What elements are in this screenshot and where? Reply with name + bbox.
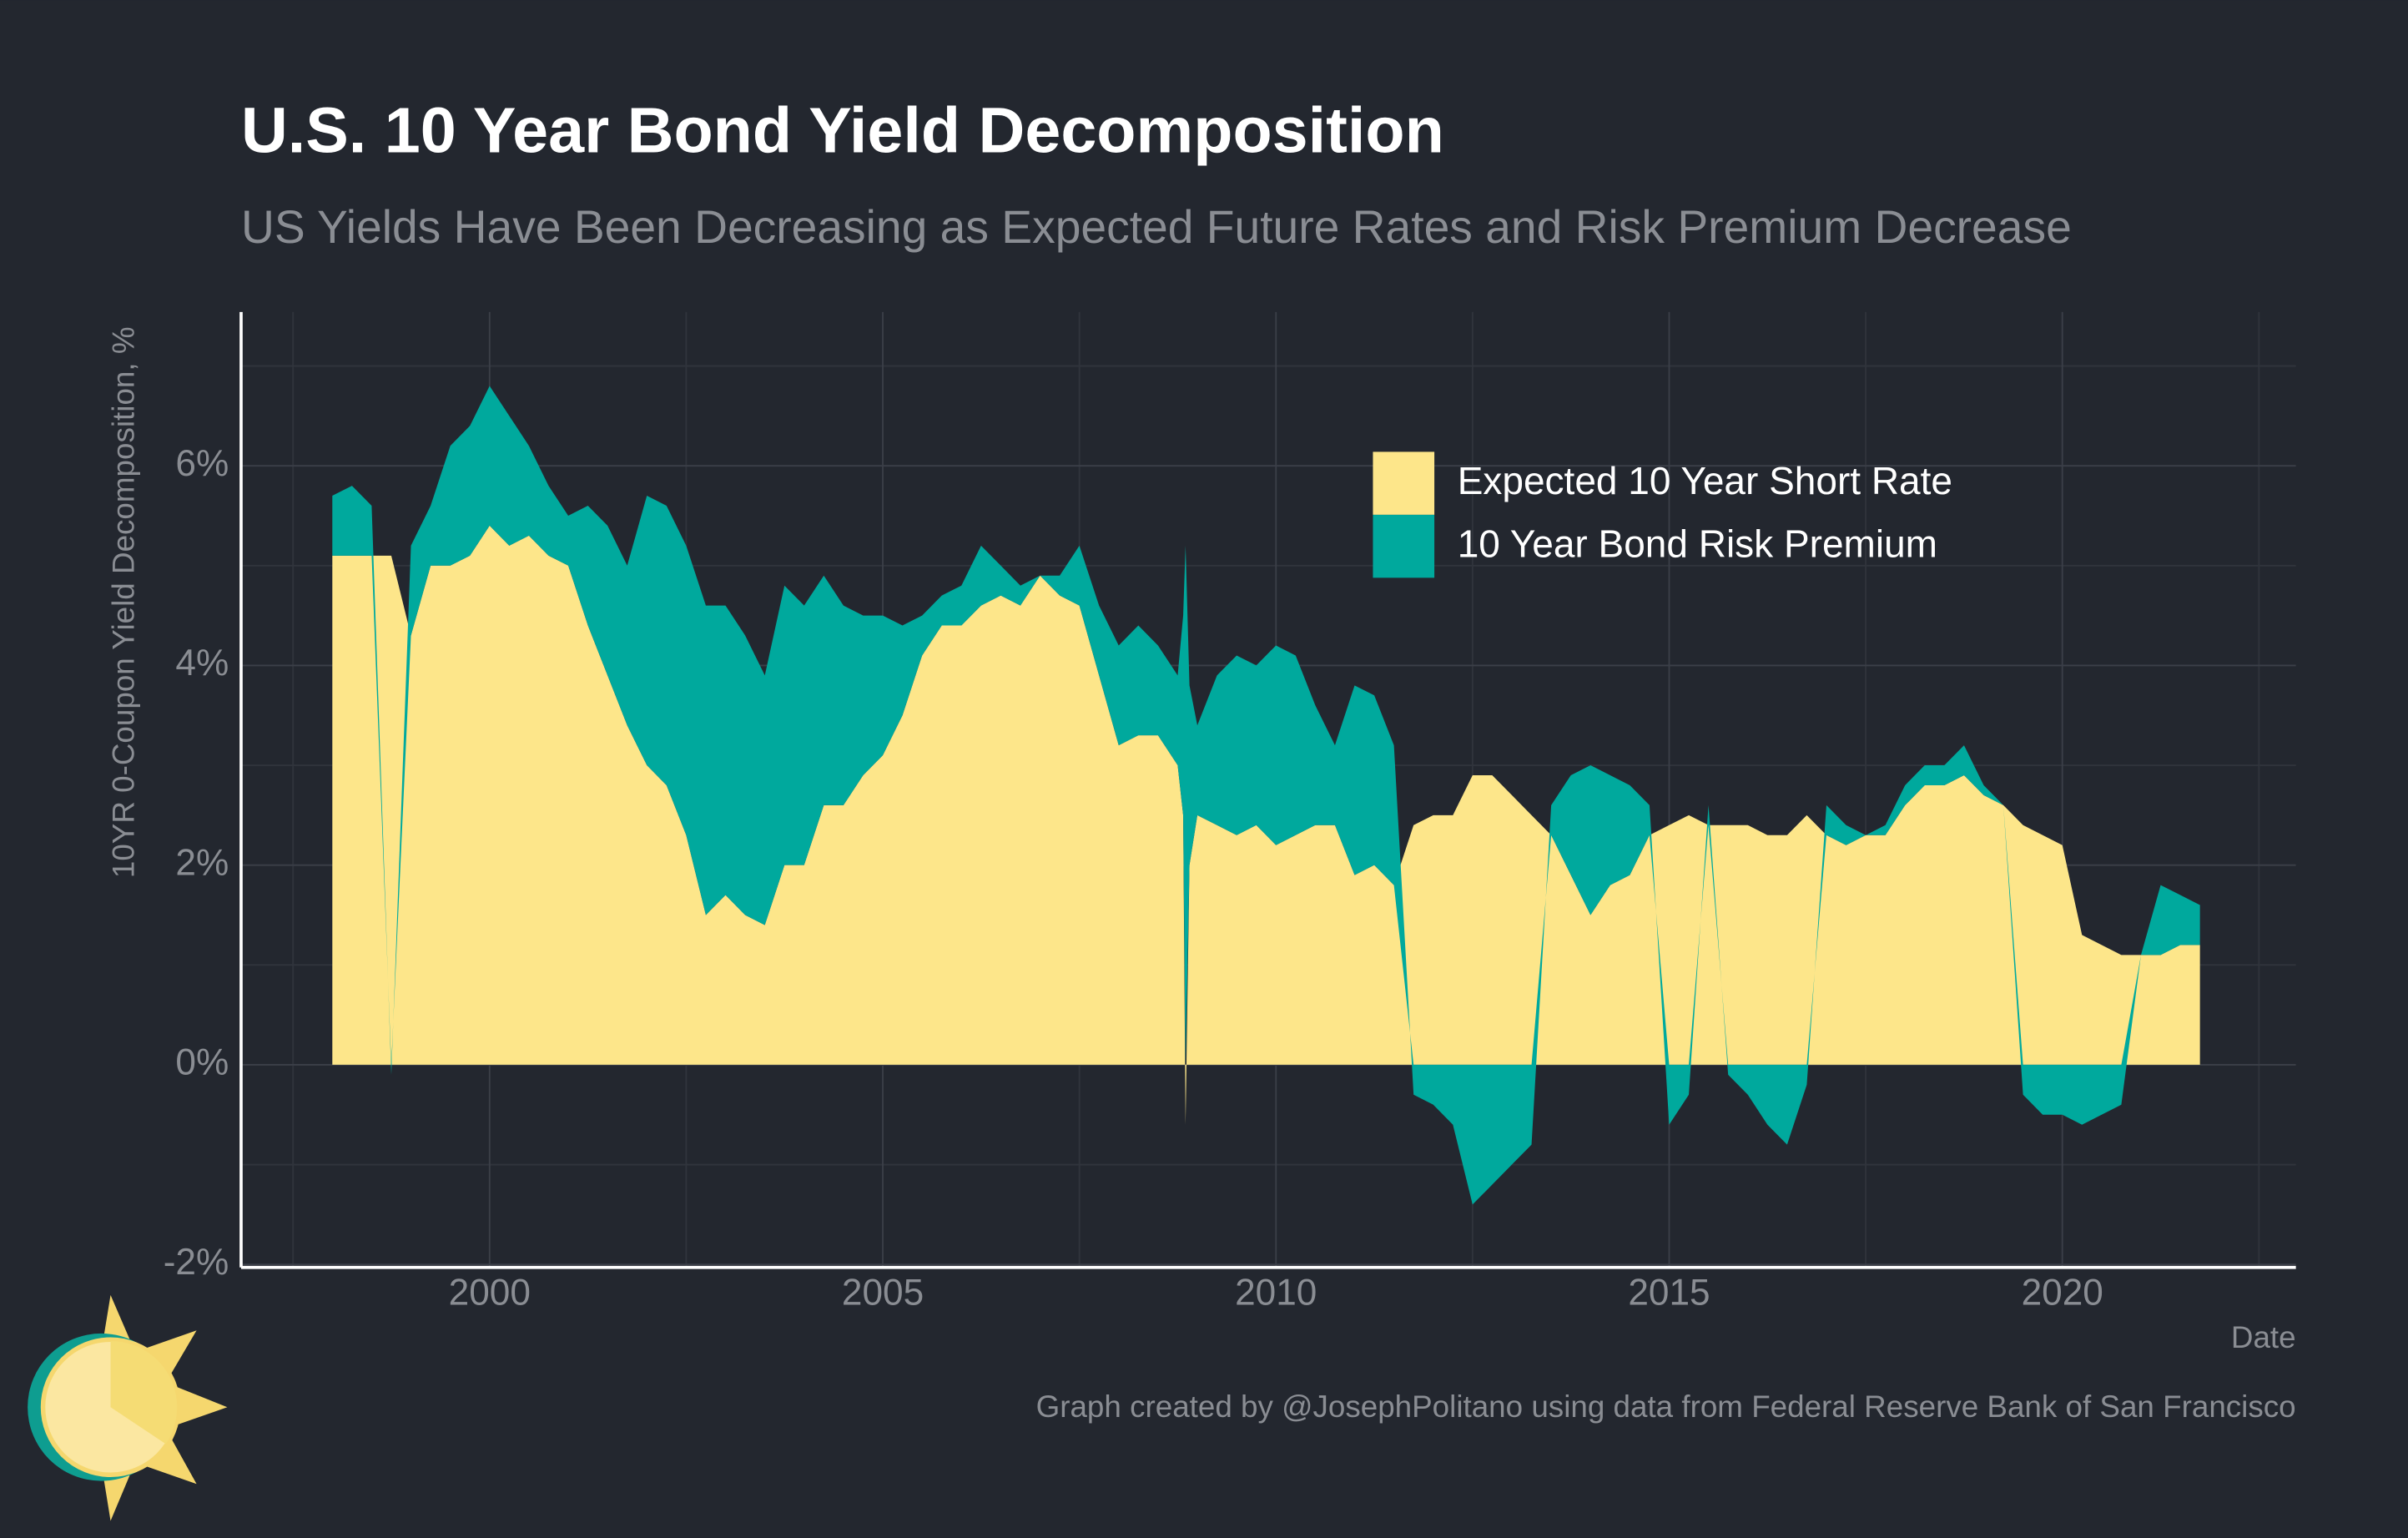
chart-subtitle: US Yields Have Been Decreasing as Expect… (241, 201, 2072, 253)
legend-label: Expected 10 Year Short Rate (1458, 459, 1952, 502)
logo-slice (110, 1341, 178, 1445)
area (332, 386, 2200, 1205)
x-tick-label: 2015 (1628, 1273, 1710, 1314)
x-tick-label: 2010 (1235, 1273, 1317, 1314)
area (332, 525, 2200, 1125)
plot-area (332, 386, 2200, 1205)
legend-label: 10 Year Bond Risk Premium (1458, 522, 1937, 566)
legend-key (1373, 514, 1435, 578)
y-axis-label: 10YR 0-Coupon Yield Decomposition, % (107, 326, 141, 878)
x-tick-label: 2005 (842, 1273, 924, 1314)
logo (28, 1294, 228, 1521)
x-axis-label: Date (2231, 1320, 2296, 1354)
chart-title: U.S. 10 Year Bond Yield Decomposition (241, 95, 1444, 167)
y-tick-label: 0% (175, 1042, 229, 1083)
y-tick-label: 4% (175, 643, 229, 683)
x-tick-label: 2020 (2022, 1273, 2103, 1314)
x-tick-label: 2000 (449, 1273, 531, 1314)
y-tick-label: -2% (164, 1242, 229, 1283)
axes: -2% 0% 2% 4% 6% 2000 2005 2010 2015 2020 (164, 311, 2296, 1314)
y-tick-label: 2% (175, 842, 229, 883)
y-tick-label: 6% (175, 443, 229, 484)
caption: Graph created by @JosephPolitano using d… (1036, 1389, 2296, 1424)
legend-key (1373, 451, 1435, 515)
